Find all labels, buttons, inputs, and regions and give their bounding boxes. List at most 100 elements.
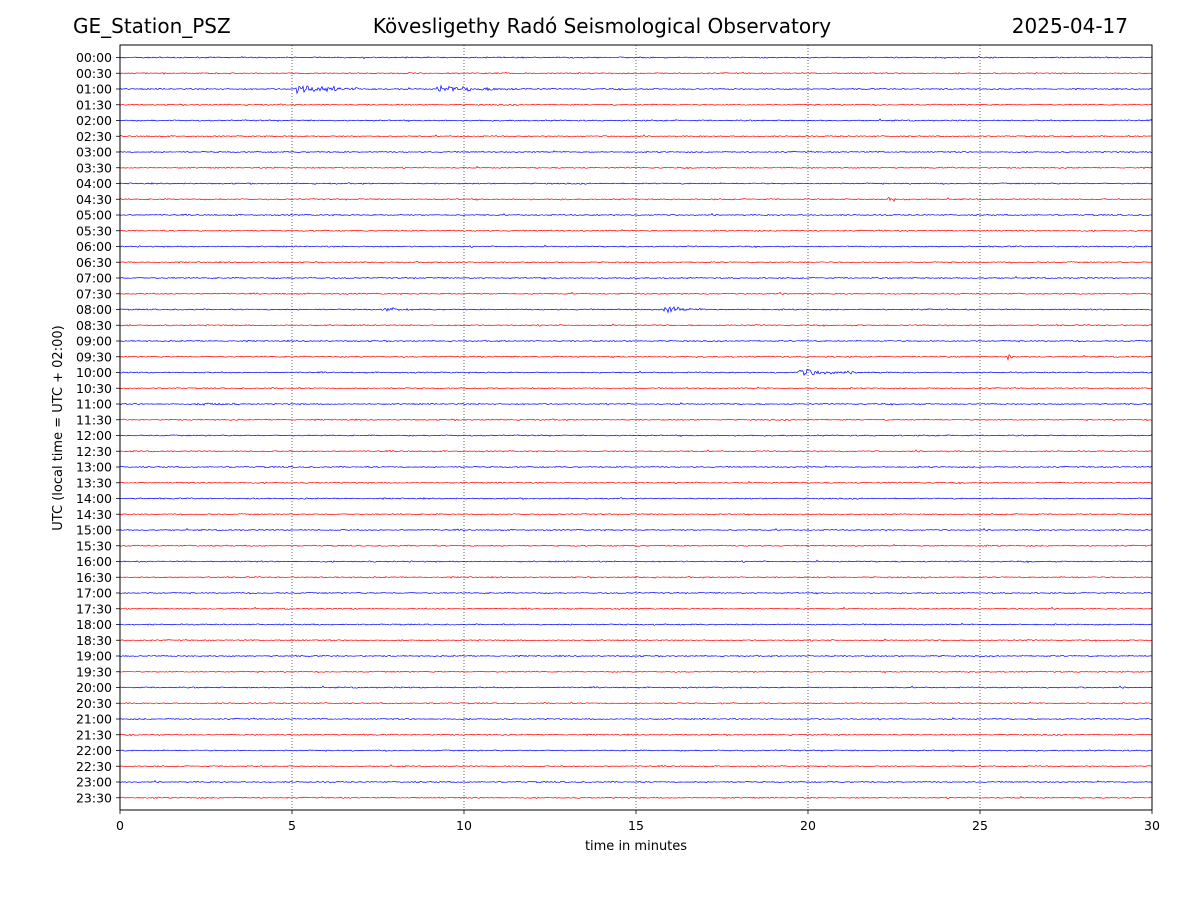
trace-0130 (119, 103, 1153, 107)
y-tick-label: 06:30 (76, 255, 112, 270)
trace-0700 (119, 276, 1153, 280)
trace-1130 (119, 418, 1153, 422)
trace-0330 (119, 165, 1153, 170)
y-tick-label: 23:30 (76, 790, 112, 805)
x-tick-label: 10 (456, 818, 472, 833)
y-tick-label: 01:00 (76, 82, 112, 97)
y-axis-ticks: 00:0000:3001:0001:3002:0002:3003:0003:30… (76, 50, 120, 805)
trace-0730 (119, 291, 1153, 296)
y-tick-label: 05:30 (76, 223, 112, 238)
trace-0030 (119, 71, 1153, 75)
trace-1400 (119, 497, 1153, 500)
trace-0430 (119, 196, 1153, 203)
y-tick-label: 22:00 (76, 743, 112, 758)
y-tick-label: 04:00 (76, 176, 112, 191)
x-tick-label: 20 (800, 818, 816, 833)
trace-0400 (119, 182, 1153, 185)
trace-1330 (119, 480, 1153, 485)
y-tick-label: 20:30 (76, 696, 112, 711)
y-tick-label: 16:00 (76, 554, 112, 569)
grid-lines (291, 45, 981, 810)
y-axis-label: UTC (local time = UTC + 02:00) (51, 325, 66, 530)
y-tick-label: 17:30 (76, 601, 112, 616)
trace-0500 (119, 212, 1153, 217)
y-tick-label: 09:00 (76, 334, 112, 349)
x-axis-label: time in minutes (585, 839, 687, 854)
trace-0900 (119, 339, 1153, 343)
trace-0830 (119, 323, 1153, 327)
trace-2230 (119, 764, 1153, 768)
trace-0930 (119, 354, 1153, 362)
trace-2330 (119, 795, 1153, 800)
y-tick-label: 15:30 (76, 538, 112, 553)
trace-1300 (119, 465, 1153, 469)
y-tick-label: 22:30 (76, 759, 112, 774)
y-tick-label: 14:00 (76, 491, 112, 506)
trace-1530 (119, 543, 1153, 547)
y-tick-label: 18:30 (76, 633, 112, 648)
y-tick-label: 05:00 (76, 208, 112, 223)
trace-1600 (119, 559, 1153, 564)
trace-1430 (119, 513, 1153, 516)
y-tick-label: 17:00 (76, 586, 112, 601)
y-tick-label: 18:00 (76, 617, 112, 632)
y-tick-label: 02:00 (76, 113, 112, 128)
y-tick-label: 03:00 (76, 145, 112, 160)
y-tick-label: 12:00 (76, 428, 112, 443)
trace-0100 (119, 84, 1153, 95)
trace-0200 (119, 118, 1153, 123)
trace-0630 (119, 260, 1153, 264)
y-tick-label: 21:00 (76, 712, 112, 727)
y-tick-label: 10:30 (76, 381, 112, 396)
trace-2000 (119, 685, 1153, 689)
trace-0800 (119, 306, 1153, 314)
y-tick-label: 00:30 (76, 66, 112, 81)
y-tick-label: 21:30 (76, 727, 112, 742)
y-tick-label: 19:30 (76, 664, 112, 679)
trace-0530 (119, 228, 1153, 232)
y-tick-label: 03:30 (76, 160, 112, 175)
y-tick-label: 09:30 (76, 349, 112, 364)
trace-1230 (119, 449, 1153, 453)
trace-2030 (119, 701, 1153, 705)
trace-0300 (119, 150, 1153, 154)
trace-2100 (119, 717, 1153, 721)
trace-1200 (119, 433, 1153, 438)
y-tick-label: 12:30 (76, 444, 112, 459)
y-tick-label: 13:00 (76, 460, 112, 475)
trace-1730 (119, 606, 1153, 611)
y-tick-label: 04:30 (76, 192, 112, 207)
x-tick-label: 0 (116, 818, 124, 833)
x-tick-label: 30 (1144, 818, 1160, 833)
trace-1930 (119, 670, 1153, 674)
y-tick-label: 20:00 (76, 680, 112, 695)
date-title: 2025-04-17 (1011, 14, 1128, 38)
station-title: GE_Station_PSZ (73, 14, 231, 38)
y-tick-label: 15:00 (76, 523, 112, 538)
x-tick-label: 25 (972, 818, 988, 833)
y-tick-label: 23:00 (76, 775, 112, 790)
y-tick-label: 10:00 (76, 365, 112, 380)
trace-1000 (119, 368, 1153, 376)
trace-2300 (119, 779, 1153, 784)
trace-2130 (119, 733, 1153, 737)
trace-0600 (119, 244, 1153, 249)
x-axis-ticks: 0 5 10 15 20 25 30 (116, 810, 1160, 833)
trace-1100 (119, 402, 1153, 406)
trace-0000 (119, 55, 1153, 60)
trace-1630 (119, 575, 1153, 579)
y-tick-label: 13:30 (76, 475, 112, 490)
y-tick-label: 07:30 (76, 286, 112, 301)
y-tick-label: 08:30 (76, 318, 112, 333)
trace-2200 (119, 749, 1153, 753)
trace-1500 (119, 527, 1153, 532)
y-tick-label: 00:00 (76, 50, 112, 65)
y-tick-label: 16:30 (76, 570, 112, 585)
x-tick-label: 5 (288, 818, 296, 833)
y-tick-label: 11:00 (76, 397, 112, 412)
seismogram-traces (119, 55, 1153, 800)
trace-1700 (119, 591, 1153, 595)
y-tick-label: 11:30 (76, 412, 112, 427)
y-tick-label: 01:30 (76, 97, 112, 112)
